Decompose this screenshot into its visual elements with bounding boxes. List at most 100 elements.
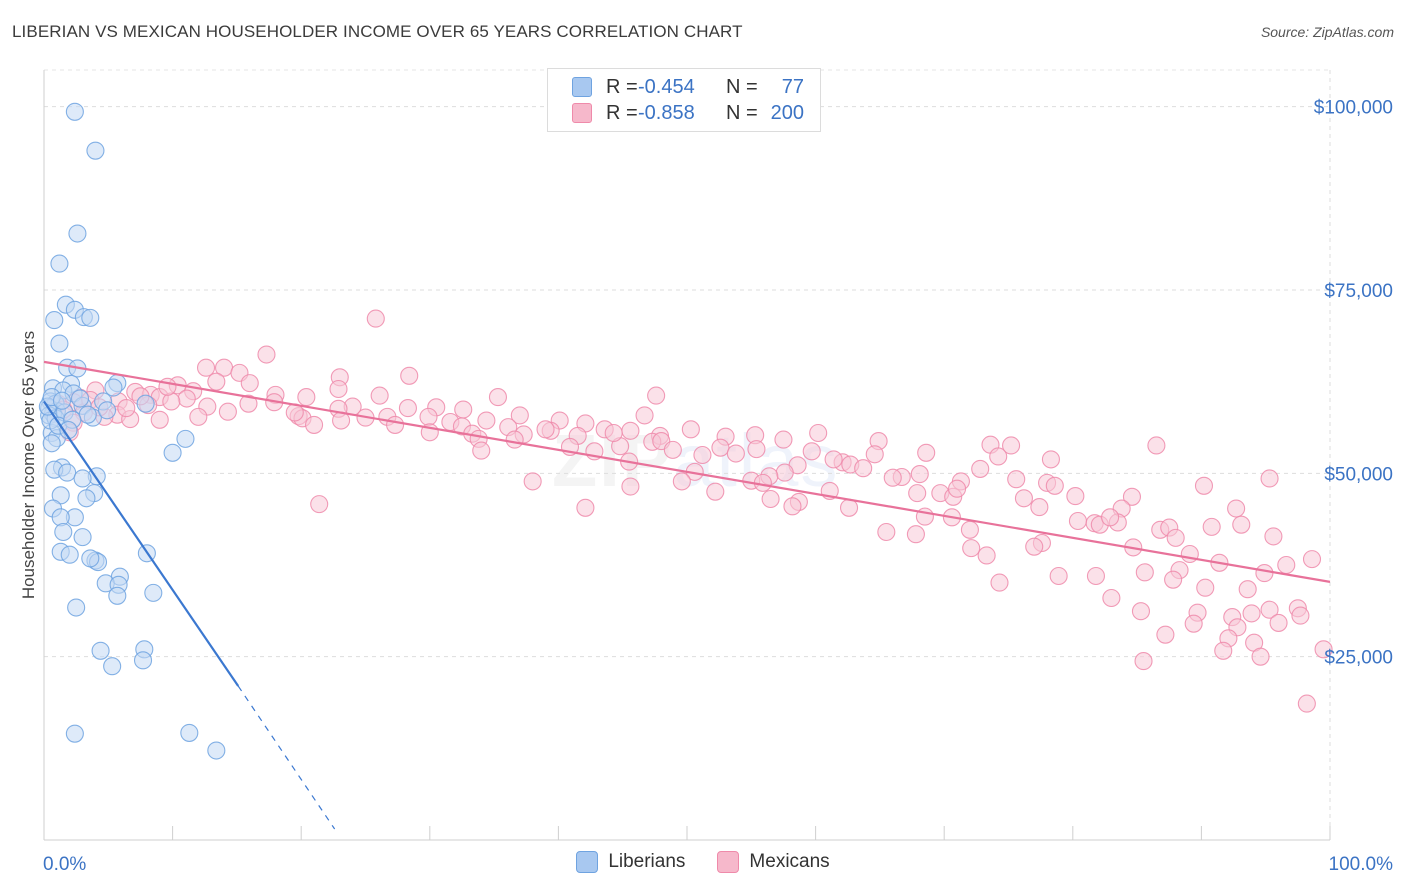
legend-item-mexicans[interactable]: Mexicans — [717, 851, 830, 873]
data-point-mexicans — [207, 372, 226, 391]
data-point-mexicans — [419, 407, 438, 426]
data-point-mexicans — [370, 386, 389, 405]
data-point-mexicans — [1014, 489, 1033, 508]
data-point-mexicans — [693, 445, 712, 465]
data-point-mexicans — [1002, 436, 1021, 455]
data-point-mexicans — [158, 377, 177, 396]
data-point-mexicans — [960, 520, 979, 539]
data-point-mexicans — [523, 472, 542, 491]
data-point-liberians — [42, 434, 61, 453]
data-point-mexicans — [977, 546, 996, 565]
data-point-mexicans — [824, 450, 843, 469]
data-point-liberians — [180, 723, 199, 742]
data-point-mexicans — [1166, 528, 1185, 547]
data-point-liberians — [78, 405, 97, 424]
data-point-mexicans — [910, 465, 929, 484]
y-tick-label: $75,000 — [1324, 281, 1393, 302]
data-point-mexicans — [948, 479, 967, 498]
data-point-mexicans — [1297, 694, 1316, 713]
data-point-mexicans — [604, 423, 623, 443]
trendline-liberians-extension — [237, 685, 336, 830]
correlation-legend: R = -0.454 N = 77 R = -0.858 N = 200 — [547, 68, 821, 132]
data-point-mexicans — [398, 399, 417, 418]
data-point-mexicans — [663, 440, 682, 459]
data-point-liberians — [52, 391, 72, 410]
data-point-mexicans — [366, 309, 385, 328]
label-layer: $25,000 $50,000 $75,000 $100,000 0.0% 100.0% H… — [19, 98, 1393, 875]
data-point-liberians — [136, 394, 155, 413]
data-point-mexicans — [196, 358, 216, 377]
point-layer — [38, 102, 1333, 760]
data-point-mexicans — [1086, 566, 1105, 586]
data-point-mexicans — [536, 420, 555, 439]
data-point-mexicans — [989, 447, 1008, 466]
data-point-mexicans — [177, 389, 196, 408]
n-value: 200 — [770, 101, 804, 124]
data-point-mexicans — [305, 415, 324, 434]
data-point-mexicans — [1025, 537, 1044, 556]
data-point-mexicans — [906, 525, 925, 544]
data-point-mexicans — [877, 522, 896, 542]
data-point-mexicans — [1102, 588, 1121, 608]
data-point-mexicans — [1101, 508, 1120, 527]
data-point-mexicans — [1194, 476, 1214, 495]
data-point-liberians — [67, 598, 86, 617]
data-point-liberians — [108, 586, 127, 605]
trendline-mexicans — [43, 360, 1331, 583]
data-point-mexicans — [726, 444, 745, 463]
data-point-mexicans — [990, 573, 1009, 592]
data-point-mexicans — [510, 406, 529, 425]
data-point-mexicans — [1260, 469, 1279, 488]
data-point-mexicans — [1049, 566, 1068, 586]
data-point-mexicans — [1066, 487, 1085, 506]
data-point-mexicans — [1030, 498, 1049, 517]
data-point-mexicans — [1277, 555, 1296, 575]
legend-label-liberians: Liberians — [608, 851, 686, 872]
data-point-mexicans — [297, 388, 316, 407]
data-point-mexicans — [647, 386, 666, 405]
data-point-mexicans — [454, 400, 473, 419]
data-point-mexicans — [1122, 487, 1142, 506]
data-point-mexicans — [386, 415, 405, 434]
data-point-mexicans — [1135, 563, 1154, 582]
data-point-mexicans — [505, 430, 524, 449]
data-point-mexicans — [802, 442, 821, 461]
grid-layer — [44, 69, 1331, 840]
n-label: N = — [726, 101, 758, 124]
data-point-mexicans — [1007, 470, 1026, 489]
data-point-mexicans — [1264, 527, 1283, 546]
data-point-mexicans — [706, 482, 725, 501]
legend-swatch-liberians — [576, 851, 599, 873]
data-point-liberians — [73, 469, 92, 488]
data-point-liberians — [104, 378, 123, 397]
data-point-liberians — [68, 224, 87, 243]
y-tick-label: $25,000 — [1324, 648, 1393, 669]
data-point-mexicans — [1068, 511, 1087, 531]
data-point-mexicans — [488, 388, 508, 407]
data-point-mexicans — [400, 366, 419, 385]
data-point-mexicans — [1251, 647, 1270, 666]
data-point-liberians — [73, 528, 92, 547]
data-point-mexicans — [1045, 476, 1064, 495]
legend-item-liberians[interactable]: Liberians — [576, 851, 685, 873]
data-point-mexicans — [747, 440, 766, 459]
data-point-mexicans — [1164, 570, 1183, 589]
data-point-liberians — [103, 657, 122, 676]
data-point-liberians — [86, 141, 105, 160]
data-point-mexicans — [854, 459, 873, 478]
data-point-mexicans — [621, 477, 640, 496]
data-point-mexicans — [1302, 550, 1322, 569]
data-point-mexicans — [329, 379, 348, 399]
n-label: N = — [726, 75, 758, 98]
data-point-mexicans — [839, 498, 859, 517]
x-tick-label: 100.0% — [1329, 854, 1394, 875]
data-point-mexicans — [1184, 614, 1203, 633]
data-point-liberians — [176, 429, 195, 448]
data-point-mexicans — [1260, 600, 1279, 619]
data-point-liberians — [97, 401, 117, 420]
data-point-mexicans — [150, 410, 169, 429]
data-point-liberians — [70, 389, 90, 408]
y-tick-label: $50,000 — [1324, 464, 1393, 485]
data-point-liberians — [58, 463, 77, 482]
